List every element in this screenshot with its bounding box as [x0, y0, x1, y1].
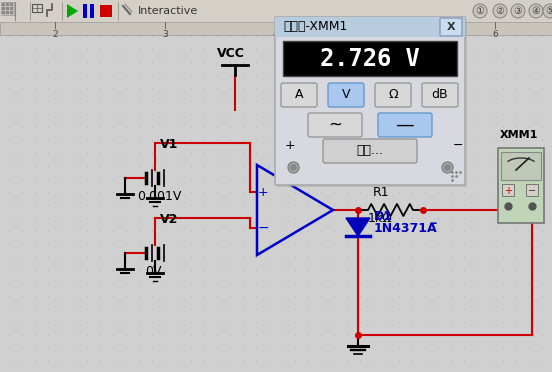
- Text: +: +: [285, 139, 296, 152]
- Text: 2.726 V: 2.726 V: [320, 46, 420, 71]
- Bar: [0, 22, 552, 35]
- FancyBboxPatch shape: [440, 18, 462, 36]
- Text: Interactive: Interactive: [138, 6, 198, 16]
- Text: D1: D1: [374, 210, 393, 223]
- Text: ⑤: ⑤: [545, 6, 552, 16]
- Text: ①: ①: [476, 6, 484, 16]
- Bar: [2, 3, 5, 6]
- Text: 5: 5: [382, 30, 388, 39]
- Text: ②: ②: [496, 6, 505, 16]
- Bar: [100, 5, 112, 17]
- Bar: [526, 184, 538, 196]
- Text: ③: ③: [513, 6, 522, 16]
- FancyBboxPatch shape: [375, 83, 411, 107]
- Text: 1N4371A̅: 1N4371A̅: [374, 222, 438, 235]
- Text: VCC: VCC: [217, 47, 245, 60]
- Text: 0.001V: 0.001V: [137, 190, 182, 203]
- Bar: [6, 3, 9, 6]
- Text: V: V: [342, 89, 351, 102]
- Text: dB: dB: [432, 89, 448, 102]
- Bar: [277, 19, 467, 187]
- FancyBboxPatch shape: [323, 139, 417, 163]
- FancyBboxPatch shape: [422, 83, 458, 107]
- Text: ~: ~: [328, 116, 342, 134]
- Bar: [275, 17, 465, 37]
- Text: ④: ④: [532, 6, 540, 16]
- Text: +: +: [258, 186, 268, 199]
- Circle shape: [529, 4, 543, 18]
- Circle shape: [543, 4, 552, 18]
- Bar: [283, 41, 457, 76]
- Bar: [6, 7, 9, 10]
- Bar: [501, 152, 541, 180]
- Bar: [498, 148, 544, 223]
- Text: 4: 4: [272, 30, 278, 39]
- FancyBboxPatch shape: [378, 113, 432, 137]
- Bar: [502, 184, 514, 196]
- Circle shape: [493, 4, 507, 18]
- Text: 3: 3: [162, 30, 168, 39]
- Text: XMM1: XMM1: [500, 130, 538, 140]
- Text: −: −: [528, 186, 536, 196]
- Bar: [2, 11, 5, 14]
- FancyBboxPatch shape: [328, 83, 364, 107]
- Bar: [10, 7, 13, 10]
- Bar: [2, 7, 5, 10]
- Polygon shape: [67, 4, 78, 18]
- Text: −: −: [453, 139, 464, 152]
- Text: ―: ―: [397, 116, 413, 134]
- Text: 设置...: 设置...: [357, 144, 384, 157]
- Bar: [0, 0, 552, 22]
- Bar: [10, 3, 13, 6]
- Text: 0V: 0V: [145, 265, 162, 278]
- Circle shape: [473, 4, 487, 18]
- Bar: [32, 4, 42, 12]
- Text: X: X: [447, 22, 455, 32]
- Text: 1kΩ: 1kΩ: [368, 212, 393, 225]
- FancyBboxPatch shape: [281, 83, 317, 107]
- Bar: [90, 4, 94, 18]
- Text: 6: 6: [492, 30, 498, 39]
- Bar: [10, 11, 13, 14]
- Polygon shape: [346, 218, 370, 236]
- Text: A: A: [295, 89, 303, 102]
- Text: −: −: [257, 221, 269, 235]
- Bar: [275, 17, 465, 185]
- Text: +: +: [504, 186, 512, 196]
- Text: V2: V2: [160, 213, 178, 226]
- Bar: [1, 2, 14, 15]
- Text: 2: 2: [52, 30, 58, 39]
- Bar: [83, 4, 87, 18]
- Text: 万用表-XMM1: 万用表-XMM1: [283, 20, 347, 33]
- FancyBboxPatch shape: [308, 113, 362, 137]
- Text: R1: R1: [373, 186, 390, 199]
- Bar: [6, 11, 9, 14]
- Text: Ω: Ω: [388, 89, 398, 102]
- Circle shape: [511, 4, 525, 18]
- Text: V1: V1: [160, 138, 178, 151]
